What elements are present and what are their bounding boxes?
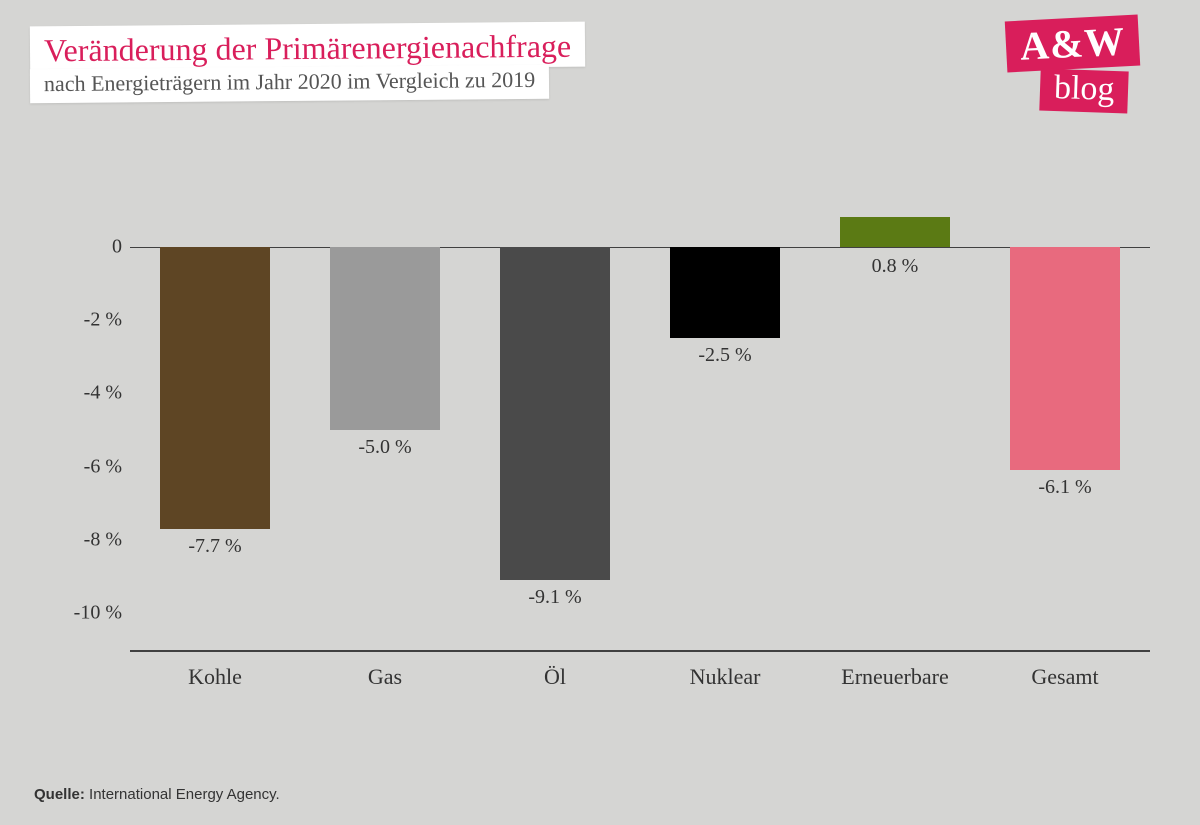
y-axis-tick: -4 % bbox=[60, 382, 122, 405]
bar-value-label: 0.8 % bbox=[810, 255, 980, 278]
bar-value-label: -7.7 % bbox=[130, 535, 300, 558]
plot-area: 0-2 %-4 %-6 %-8 %-10 %-7.7 %Kohle-5.0 %G… bbox=[130, 210, 1150, 650]
category-label: Öl bbox=[470, 664, 640, 690]
category-label: Gesamt bbox=[980, 664, 1150, 690]
bar-value-label: -9.1 % bbox=[470, 586, 640, 609]
y-axis-tick: -10 % bbox=[60, 602, 122, 625]
bar-value-label: -6.1 % bbox=[980, 476, 1150, 499]
category-label: Nuklear bbox=[640, 664, 810, 690]
bar bbox=[670, 247, 780, 339]
title-box: Veränderung der Primärenergienachfrage bbox=[30, 22, 586, 72]
source-citation: Quelle: International Energy Agency. bbox=[34, 786, 280, 803]
y-axis-tick: -8 % bbox=[60, 529, 122, 552]
chart-title: Veränderung der Primärenergienachfrage bbox=[44, 28, 571, 70]
subtitle-box: nach Energieträgern im Jahr 2020 im Verg… bbox=[30, 65, 549, 104]
bar bbox=[330, 247, 440, 430]
category-label: Kohle bbox=[130, 664, 300, 690]
chart-subtitle: nach Energieträgern im Jahr 2020 im Verg… bbox=[44, 67, 535, 97]
category-label: Gas bbox=[300, 664, 470, 690]
category-label: Erneuerbare bbox=[810, 664, 980, 690]
logo-bottom-text: blog bbox=[1039, 68, 1129, 113]
bar bbox=[840, 217, 950, 246]
y-axis-tick: 0 bbox=[60, 235, 122, 258]
x-axis-line bbox=[130, 650, 1150, 652]
bar bbox=[1010, 247, 1120, 471]
source-text: International Energy Agency. bbox=[85, 786, 280, 803]
chart-header: Veränderung der Primärenergienachfrage n… bbox=[30, 24, 585, 101]
bar bbox=[160, 247, 270, 529]
aw-blog-logo: A&W blog bbox=[1006, 18, 1166, 118]
source-label: Quelle: bbox=[34, 786, 85, 803]
y-axis-tick: -6 % bbox=[60, 455, 122, 478]
zero-baseline bbox=[130, 247, 1150, 248]
bar-chart: 0 -2 % -4 % -6 % -8 % -10 % -7.7 % Kohle -5.0 % G… bbox=[60, 210, 1150, 700]
bar bbox=[500, 247, 610, 581]
logo-top-text: A&W bbox=[1005, 15, 1141, 73]
bar-value-label: -5.0 % bbox=[300, 436, 470, 459]
bar-value-label: -2.5 % bbox=[640, 344, 810, 367]
y-axis-tick: -2 % bbox=[60, 309, 122, 332]
